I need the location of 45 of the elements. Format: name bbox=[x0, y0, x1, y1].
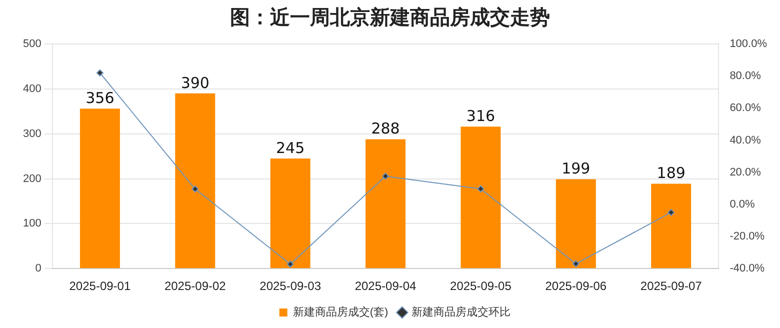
y2-tick-label: -40.0% bbox=[730, 262, 765, 275]
data-label: 288 bbox=[371, 120, 400, 138]
chart-title: 图：近一周北京新建商品房成交走势 bbox=[229, 4, 551, 31]
x-tick-label: 2025-09-01 bbox=[69, 279, 131, 294]
point bbox=[192, 186, 199, 193]
point bbox=[668, 208, 675, 216]
y2-tick-label: 100.0% bbox=[730, 38, 768, 50]
y2-tick-label: -20.0% bbox=[730, 230, 765, 243]
bar bbox=[460, 126, 501, 268]
data-label: 199 bbox=[562, 160, 590, 178]
y-tick-label: 100 bbox=[22, 218, 42, 230]
x-tick-label: 2025-09-07 bbox=[640, 279, 702, 294]
data-label: 245 bbox=[276, 138, 305, 157]
data-label: 316 bbox=[466, 107, 496, 126]
bar bbox=[366, 139, 406, 268]
point bbox=[286, 260, 294, 268]
y-tick-label: 200 bbox=[22, 172, 42, 185]
data-label: 390 bbox=[180, 74, 210, 92]
x-tick-label: 2025-09-05 bbox=[450, 279, 512, 294]
legend-label: 新建商品房成交环比 bbox=[412, 306, 511, 319]
point bbox=[572, 260, 580, 268]
point bbox=[382, 172, 390, 180]
x-tick-label: 2025-09-03 bbox=[260, 279, 322, 294]
bar bbox=[175, 93, 216, 268]
y-tick-label: 0 bbox=[35, 262, 42, 275]
point bbox=[477, 185, 484, 192]
bar bbox=[270, 158, 310, 268]
y2-tick-label: 20.0% bbox=[730, 166, 762, 178]
legend-label: 新建商品房成交(套) bbox=[292, 306, 388, 319]
bar bbox=[651, 184, 692, 268]
data-label: 189 bbox=[656, 164, 686, 182]
y-tick-label: 400 bbox=[22, 82, 42, 95]
bar bbox=[80, 108, 120, 268]
x-tick-label: 2025-09-04 bbox=[354, 279, 417, 294]
bar bbox=[556, 179, 596, 268]
point bbox=[96, 69, 104, 76]
y2-tick-label: 60.0% bbox=[730, 102, 762, 114]
data-label: 356 bbox=[86, 89, 114, 108]
y2-tick-label: 0.0% bbox=[730, 198, 755, 210]
y-tick-label: 300 bbox=[22, 128, 42, 140]
x-tick-label: 2025-09-06 bbox=[545, 279, 607, 294]
y-tick-label: 500 bbox=[22, 38, 42, 50]
y2-tick-label: 40.0% bbox=[730, 134, 762, 146]
y2-tick-label: 80.0% bbox=[730, 70, 762, 82]
x-tick-label: 2025-09-02 bbox=[164, 279, 226, 294]
